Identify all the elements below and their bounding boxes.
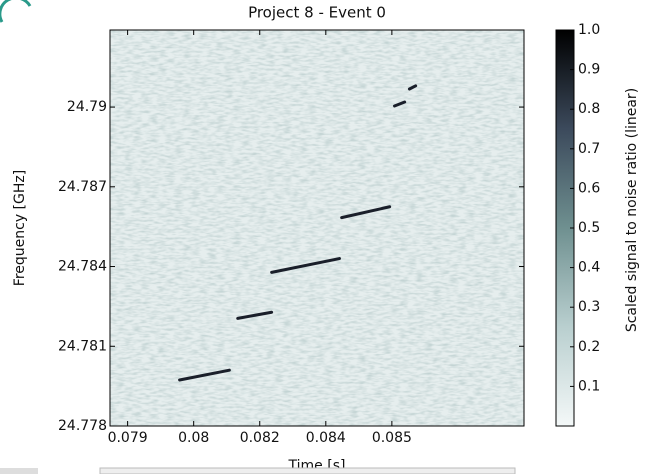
colorbar-tick-label: 0.2 xyxy=(578,339,600,355)
colorbar-tick-label: 0.6 xyxy=(578,180,600,196)
track xyxy=(270,257,341,274)
y-tick-label: 24.787 xyxy=(58,179,107,195)
y-tick-label: 24.79 xyxy=(67,99,107,115)
y-axis-label: Frequency [GHz] xyxy=(12,170,28,286)
colorbar-tick-label: 0.4 xyxy=(578,260,600,276)
x-tick-label: 0.084 xyxy=(306,430,346,446)
x-tick-label: 0.082 xyxy=(240,430,280,446)
colorbar-tick-label: 0.8 xyxy=(578,101,600,117)
plot-frame xyxy=(109,29,525,427)
logo-arc xyxy=(0,0,32,23)
y-tick-label: 24.784 xyxy=(58,259,107,275)
tracks xyxy=(178,84,418,382)
ui-fragment xyxy=(99,467,516,474)
track xyxy=(340,205,392,220)
colorbar-label: Scaled signal to noise ratio (linear) xyxy=(624,88,640,332)
ui-fragment xyxy=(0,468,38,474)
track xyxy=(178,368,231,382)
track xyxy=(407,84,418,91)
y-tick-label: 24.778 xyxy=(58,418,107,434)
colorbar-tick-label: 0.9 xyxy=(578,62,600,78)
track xyxy=(393,100,407,108)
colorbar-tick-label: 0.7 xyxy=(578,141,600,157)
colorbar-tick-label: 0.3 xyxy=(578,299,600,315)
chart-title: Project 8 - Event 0 xyxy=(248,4,386,22)
colorbar-tick-label: 1.0 xyxy=(578,22,600,38)
x-tick-label: 0.079 xyxy=(108,430,148,446)
colorbar-tick-label: 0.5 xyxy=(578,220,600,236)
x-tick-label: 0.08 xyxy=(178,430,209,446)
noise xyxy=(110,30,524,426)
track xyxy=(236,310,274,320)
colorbar-tick-label: 0.1 xyxy=(578,378,600,394)
y-tick-label: 24.781 xyxy=(58,338,107,354)
x-tick-label: 0.085 xyxy=(372,430,412,446)
